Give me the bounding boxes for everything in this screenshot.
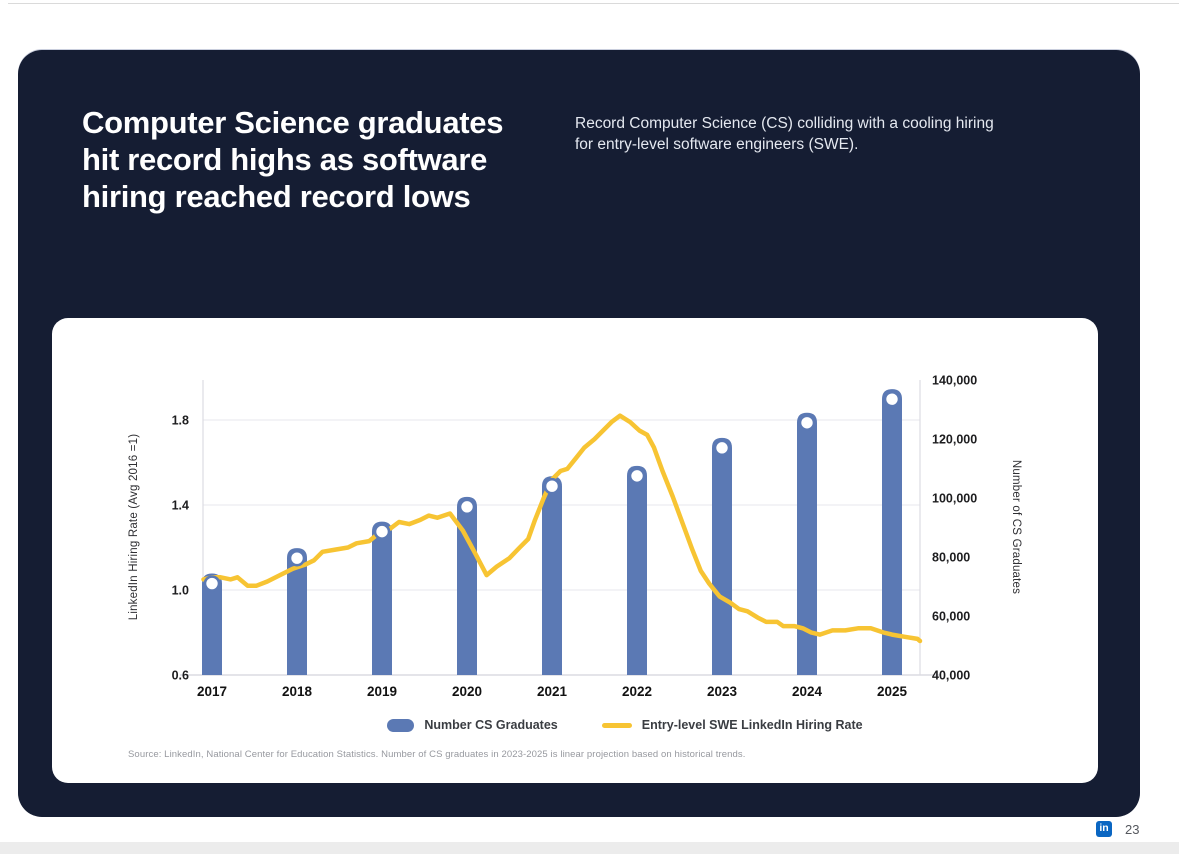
bar-marker-2017 [203,575,221,592]
hiring-rate-line [201,413,923,644]
right-tick-40,000: 40,000 [932,669,970,683]
bar-2024 [797,412,817,675]
chart-card: 0.6 1.0 1.4 1.8 40,000 60,000 80,000 100,000 120… [52,318,1098,783]
right-tick-120,000: 120,000 [932,433,977,447]
page-bottom-edge [0,842,1179,854]
bar-2025 [882,389,902,675]
left-tick-0.6: 0.6 [172,669,189,683]
x-tick-2023: 2023 [707,684,738,699]
x-tick-2024: 2024 [792,684,823,699]
left-tick-1.8: 1.8 [172,414,189,428]
x-tick-2018: 2018 [282,684,313,699]
right-tick-100,000: 100,000 [932,492,977,506]
bar-2017 [202,573,222,675]
bar-marker-2023 [713,439,731,457]
right-axis-title: Number of CS Graduates [1010,459,1022,595]
page-top-divider [8,3,1179,4]
legend-item-line: Entry-level SWE LinkedIn Hiring Rate [601,718,863,732]
bar-marker-2025 [883,390,901,408]
slide-title-line-1: Computer Science graduates [82,105,504,140]
bar-marker-2022 [628,467,646,485]
bar-marker-2020 [458,498,476,516]
bar-2021 [542,476,562,675]
x-tick-2021: 2021 [537,684,568,699]
slide-card: Computer Science graduates hit record hi… [18,50,1140,817]
slide-title-line-2: hit record highs as software [82,142,488,177]
bar-series-swatch-icon [387,718,415,732]
bar-marker-2021 [543,477,561,495]
legend-label-bar: Number CS Graduates [424,718,558,732]
x-tick-2017: 2017 [197,684,227,699]
slide-subtitle: Record Computer Science (CS) colliding w… [575,115,994,153]
x-tick-2020: 2020 [452,684,482,699]
bar-marker-2018 [288,549,306,567]
page-number: 23 [1125,821,1140,837]
right-tick-140,000: 140,000 [932,374,977,388]
source-note: Source: LinkedIn, National Center for Ed… [128,749,746,760]
combo-chart: 0.6 1.0 1.4 1.8 40,000 60,000 80,000 100,000 120… [172,374,978,700]
linkedin-logo-icon: in [1096,821,1112,837]
bar-marker-2024 [798,414,816,432]
legend-label-line: Entry-level SWE LinkedIn Hiring Rate [641,718,863,732]
bar-2020 [457,496,477,675]
x-tick-2019: 2019 [367,684,397,699]
slide-title: Computer Science graduates hit record hi… [82,104,562,215]
slide-title-line-3: hiring reached record lows [82,179,471,214]
bar-2019 [372,521,392,675]
legend-item-bar: Number CS Graduates [387,718,558,732]
x-tick-2025: 2025 [877,684,908,699]
left-tick-1.0: 1.0 [172,584,189,598]
bar-2018 [287,548,307,675]
bar-marker-2019 [373,523,391,540]
bar-2023 [712,437,732,675]
bar-2022 [627,465,647,675]
left-tick-1.4: 1.4 [172,499,189,513]
left-axis-title: LinkedIn Hiring Rate (Avg 2016 =1) [128,433,140,621]
right-tick-60,000: 60,000 [932,610,970,624]
right-tick-80,000: 80,000 [932,551,970,565]
page-footer: in 23 [1096,821,1139,837]
line-series-swatch-icon [601,722,632,728]
chart-legend: Number CS Graduates Entry-level SWE Link… [152,718,1098,732]
x-tick-2022: 2022 [622,684,652,699]
